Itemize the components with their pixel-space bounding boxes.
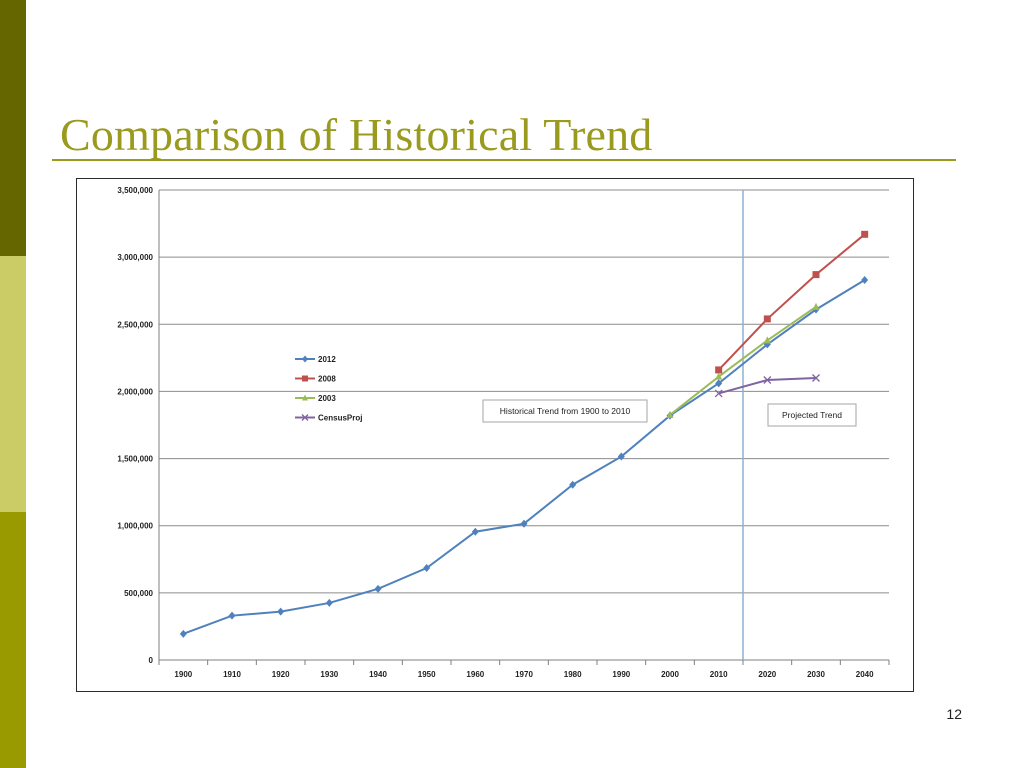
x-tick-label: 1900 xyxy=(174,670,192,679)
data-point xyxy=(569,480,577,489)
x-tick-label: 2010 xyxy=(710,670,728,679)
legend-label: 2008 xyxy=(318,375,336,384)
data-point xyxy=(812,271,820,279)
x-tick-label: 1950 xyxy=(418,670,436,679)
data-point xyxy=(715,372,723,380)
chart-container: 0 500,000 1,000,000 1,500,000 2,000,000 2,500… xyxy=(76,178,914,692)
data-point xyxy=(302,394,308,401)
annotation-label: Projected Trend xyxy=(782,410,842,420)
y-tick-label: 1,000,000 xyxy=(117,522,153,531)
data-point xyxy=(179,629,187,638)
data-point xyxy=(325,598,333,607)
x-tick-label: 1990 xyxy=(612,670,630,679)
x-tick-label: 1970 xyxy=(515,670,533,679)
annotation-label: Historical Trend from 1900 to 2010 xyxy=(500,406,631,416)
data-point xyxy=(302,375,308,382)
y-tick-label: 3,000,000 xyxy=(117,253,153,262)
data-point xyxy=(812,302,820,310)
x-tick-label: 1920 xyxy=(272,670,290,679)
x-tick-label: 1930 xyxy=(320,670,338,679)
data-point xyxy=(520,519,528,528)
title-underline xyxy=(52,159,956,161)
data-point xyxy=(277,607,285,616)
legend-label: 2012 xyxy=(318,355,336,364)
legend-label: CensusProj xyxy=(318,414,362,423)
series-line xyxy=(669,306,817,416)
data-point xyxy=(812,374,820,382)
data-point xyxy=(714,389,723,398)
y-tick-label: 2,000,000 xyxy=(117,387,153,396)
x-tick-label: 2020 xyxy=(758,670,776,679)
slide-title: Comparison of Historical Trend xyxy=(60,109,653,160)
x-tick-label: 1980 xyxy=(564,670,582,679)
data-point xyxy=(301,414,309,421)
data-point xyxy=(763,376,772,384)
x-tick-label: 2040 xyxy=(856,670,874,679)
data-point xyxy=(617,452,625,461)
series-line xyxy=(717,233,866,371)
y-tick-label: 500,000 xyxy=(124,589,153,598)
sidebar-mid-segment xyxy=(0,512,26,768)
data-point xyxy=(374,584,382,593)
x-tick-label: 2030 xyxy=(807,670,825,679)
data-point xyxy=(763,336,771,344)
x-tick-label: 1960 xyxy=(466,670,484,679)
y-tick-label: 0 xyxy=(149,656,154,665)
page-number: 12 xyxy=(946,706,962,722)
x-tick-label: 1940 xyxy=(369,670,387,679)
data-point xyxy=(861,275,869,284)
y-tick-label: 3,500,000 xyxy=(117,186,153,195)
y-tick-label: 2,500,000 xyxy=(117,320,153,329)
y-tick-label: 1,500,000 xyxy=(117,455,153,464)
data-point xyxy=(715,366,723,374)
annotation-box xyxy=(767,403,857,427)
legend-label: 2003 xyxy=(318,394,336,403)
sidebar-light-segment xyxy=(0,256,26,512)
data-point xyxy=(302,355,308,363)
data-point xyxy=(763,315,771,323)
data-point xyxy=(861,230,869,238)
data-point xyxy=(715,379,723,388)
line-chart: 0 500,000 1,000,000 1,500,000 2,000,000 2,500… xyxy=(117,186,890,679)
data-point xyxy=(471,527,479,536)
data-point xyxy=(423,564,431,573)
annotation-box xyxy=(482,399,648,423)
data-point xyxy=(666,410,674,418)
series-line xyxy=(182,279,866,635)
x-tick-label: 1910 xyxy=(223,670,241,679)
sidebar-decoration xyxy=(0,0,26,768)
data-point xyxy=(228,611,236,620)
sidebar-dark-segment xyxy=(0,0,26,256)
x-tick-label: 2000 xyxy=(661,670,679,679)
